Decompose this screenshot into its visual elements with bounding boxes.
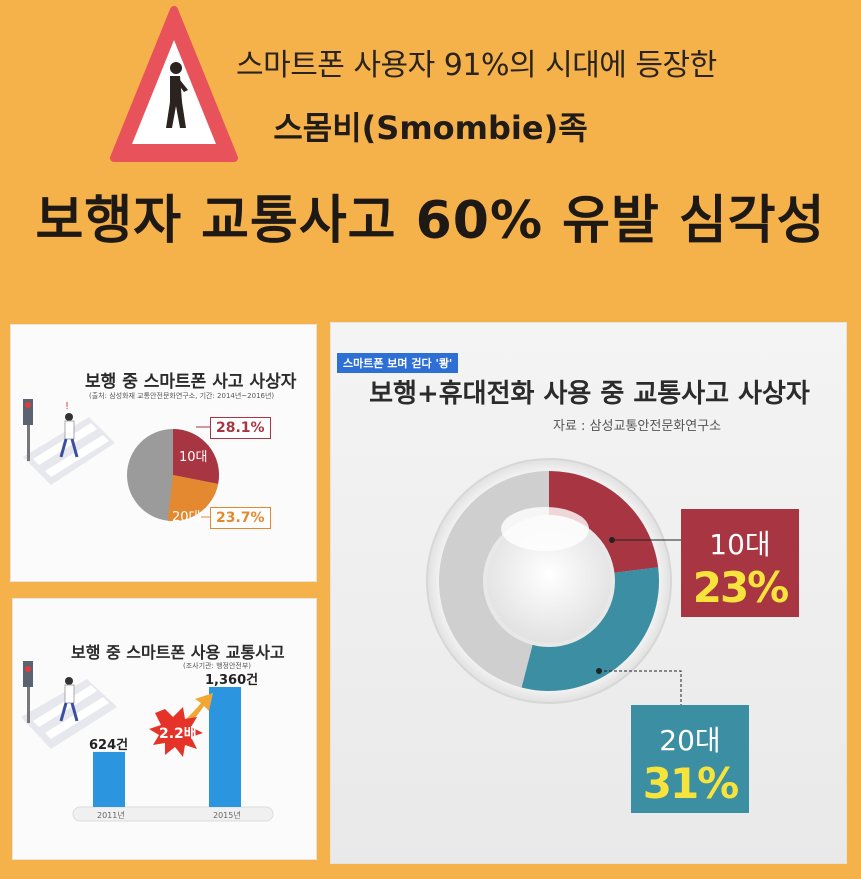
panel-c-source: 자료 : 삼성교통안전문화연구소 bbox=[553, 419, 722, 434]
callout-10s-label: 10대 bbox=[709, 528, 771, 561]
burst-icon bbox=[149, 707, 203, 757]
bar-series bbox=[93, 687, 241, 807]
callout-20s-label: 20대 bbox=[659, 724, 721, 757]
donut-slice-10s bbox=[549, 471, 659, 573]
panel-b-title: 보행 중 스마트폰 사용 교통사고 bbox=[71, 643, 285, 662]
panel-donut-phone-casualties: 스마트폰 보며 걷다 '쾅' 보행+휴대전화 사용 중 교통사고 사상자 자료 … bbox=[330, 322, 847, 864]
bar-category-2015: 2015년 bbox=[213, 811, 241, 820]
panel-a-title: 보행 중 스마트폰 사고 사상자 bbox=[85, 372, 297, 392]
bar-2011년 bbox=[93, 751, 125, 807]
news-badge: 스마트폰 보며 걷다 '쾅' bbox=[337, 353, 459, 373]
crosswalk-pedestrian-icon bbox=[21, 661, 117, 749]
pie-slice-10s bbox=[173, 429, 219, 484]
callout-10s-value: 23% bbox=[692, 563, 790, 612]
callout-10s: 10대 23% bbox=[681, 509, 799, 617]
donut-slice-20s bbox=[521, 567, 659, 691]
bar-category-2011: 2011년 bbox=[97, 811, 125, 820]
bar-2015년 bbox=[209, 687, 241, 807]
panel-c-title: 보행+휴대전화 사용 중 교통사고 사상자 bbox=[369, 379, 810, 409]
pie-label-10s: 10대 bbox=[179, 450, 208, 465]
warning-pedestrian-phone-icon bbox=[110, 6, 238, 162]
headline-main: 보행자 교통사고 60% 유발 심각성 bbox=[35, 191, 826, 251]
bar-value-2015: 1,360건 bbox=[205, 673, 259, 688]
panel-a-graphic: ! bbox=[23, 399, 219, 521]
pie-value-10s: 28.1% bbox=[210, 417, 271, 439]
panel-pie-smartphone-casualties: ! 보행 중 스마트폰 사고 사상자 (출처: 삼성화재 교통안전문화연구소, … bbox=[10, 324, 317, 582]
panel-c-graphic bbox=[426, 458, 682, 709]
panel-a-subtitle: (출처: 삼성화재 교통안전문화연구소, 기간: 2014년~2016년) bbox=[89, 392, 275, 400]
svg-text:!: ! bbox=[65, 401, 69, 412]
panel-b-subtitle: (조사기관: 행정안전부) bbox=[183, 662, 252, 670]
callout-20s: 20대 31% bbox=[631, 705, 749, 813]
panel-b-graphic bbox=[21, 661, 274, 822]
headline-line1: 스마트폰 사용자 91%의 시대에 등장한 bbox=[236, 48, 717, 83]
headline-line2: 스몸비(Smombie)족 bbox=[273, 109, 588, 147]
crosswalk-pedestrian-icon: ! bbox=[23, 399, 115, 485]
pie-value-20s: 23.7% bbox=[210, 507, 271, 529]
pie-label-20s: 20대 bbox=[172, 510, 201, 525]
bar-value-2011: 624건 bbox=[89, 737, 129, 753]
panel-bar-smartphone-accidents: 보행 중 스마트폰 사용 교통사고 (조사기관: 행정안전부) 2.2배 624… bbox=[12, 598, 317, 860]
callout-20s-value: 31% bbox=[642, 759, 740, 808]
pie-slice-20s bbox=[167, 475, 219, 521]
multiplier-label: 2.2배 bbox=[159, 726, 197, 742]
